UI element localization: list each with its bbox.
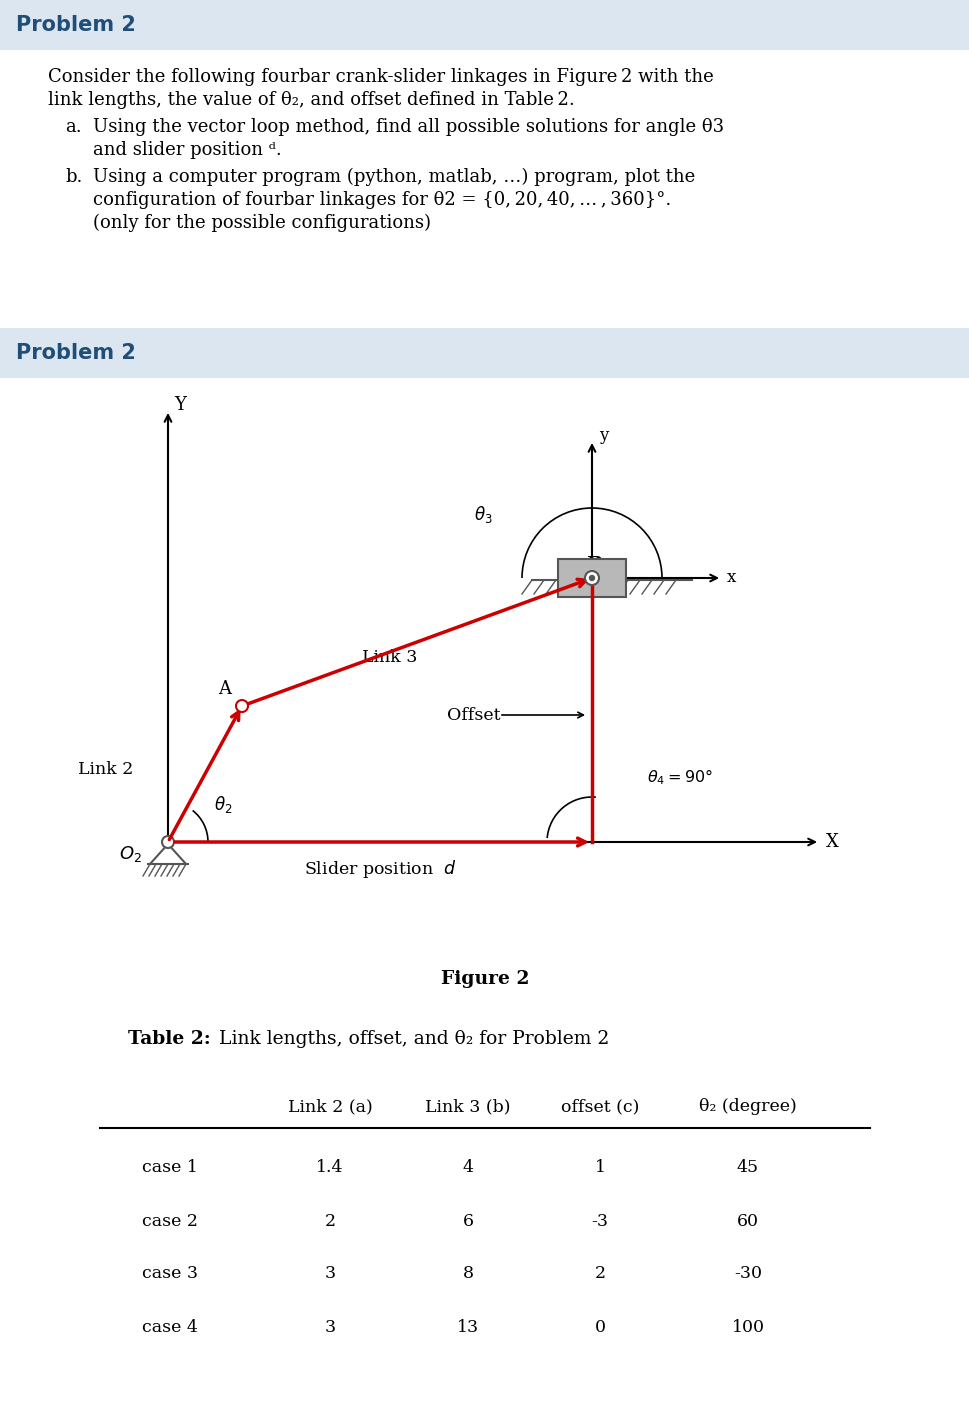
Text: (only for the possible configurations): (only for the possible configurations) [93,214,430,232]
Text: -30: -30 [734,1265,762,1282]
Text: case 2: case 2 [141,1213,198,1230]
Text: Link 2 (a): Link 2 (a) [288,1098,372,1115]
Text: 3: 3 [324,1318,335,1335]
Polygon shape [150,845,186,864]
Text: Table 2:: Table 2: [128,1030,210,1049]
Text: 1.4: 1.4 [316,1159,343,1176]
Text: 13: 13 [456,1318,479,1335]
Text: case 3: case 3 [141,1265,198,1282]
Text: Problem 2: Problem 2 [16,343,136,363]
Text: 6: 6 [462,1213,473,1230]
Text: Slider position  $d$: Slider position $d$ [303,859,455,880]
Bar [557,558,625,597]
Text: $O_2$: $O_2$ [119,845,141,864]
Text: 100: 100 [731,1318,764,1335]
Text: Link lengths, offset, and θ₂ for Problem 2: Link lengths, offset, and θ₂ for Problem… [213,1030,609,1049]
Text: 2: 2 [324,1213,335,1230]
Text: 8: 8 [462,1265,473,1282]
Text: case 1: case 1 [141,1159,198,1176]
Text: 4: 4 [462,1159,473,1176]
Text: configuration of fourbar linkages for θ2 = {0, 20, 40, … , 360}°.: configuration of fourbar linkages for θ2… [93,191,671,208]
Text: θ₂ (degree): θ₂ (degree) [699,1098,797,1115]
Text: offset (c): offset (c) [560,1098,639,1115]
Text: Problem 2: Problem 2 [16,16,136,35]
Text: x: x [726,570,735,587]
Text: Link 2: Link 2 [78,761,134,778]
Text: -3: -3 [591,1213,608,1230]
Text: b.: b. [65,169,82,186]
Text: $\theta_2$: $\theta_2$ [214,794,233,815]
Text: Consider the following fourbar crank-slider linkages in Figure 2 with the: Consider the following fourbar crank-sli… [47,68,713,86]
Text: link lengths, the value of θ₂, and offset defined in Table 2.: link lengths, the value of θ₂, and offse… [47,91,575,109]
Text: Offset: Offset [447,707,500,724]
Text: 45: 45 [736,1159,759,1176]
Circle shape [235,700,248,711]
Text: Link 3: Link 3 [361,649,417,666]
Text: y: y [599,427,608,444]
Text: Using the vector loop method, find all possible solutions for angle θ3: Using the vector loop method, find all p… [93,118,724,136]
Text: $\theta_4 = 90°$: $\theta_4 = 90°$ [646,767,712,786]
Text: 60: 60 [736,1213,758,1230]
Text: case 4: case 4 [141,1318,198,1335]
Text: 0: 0 [594,1318,605,1335]
Text: a.: a. [65,118,81,136]
Text: A: A [218,680,231,699]
Text: Using a computer program (python, matlab, …) program, plot the: Using a computer program (python, matlab… [93,169,695,186]
Text: Link 3 (b): Link 3 (b) [424,1098,511,1115]
Text: Figure 2: Figure 2 [440,971,529,988]
Circle shape [589,575,594,581]
Text: Y: Y [173,395,186,414]
Text: B: B [585,555,602,574]
Text: 3: 3 [324,1265,335,1282]
Text: X: X [826,833,838,852]
Bar [0,0,969,50]
Text: $\theta_3$: $\theta_3$ [474,504,492,526]
Circle shape [584,571,599,585]
Text: 2: 2 [594,1265,605,1282]
Text: and slider position ᵈ.: and slider position ᵈ. [93,142,281,159]
Text: 1: 1 [594,1159,605,1176]
Circle shape [162,836,173,847]
Bar [0,327,969,378]
